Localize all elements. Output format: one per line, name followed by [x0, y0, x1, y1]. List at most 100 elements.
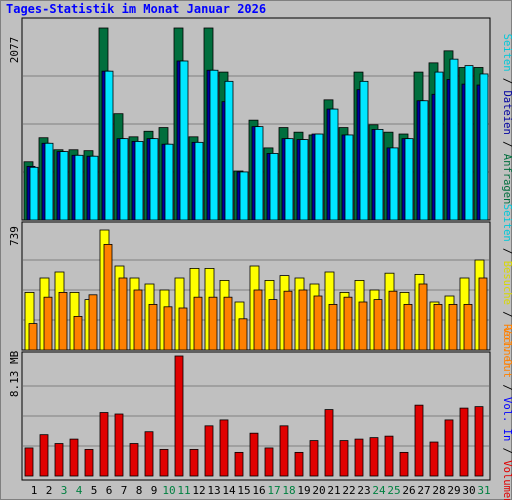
bar-rechner-day-2 — [43, 296, 53, 351]
bar-rechner-day-30 — [463, 303, 473, 351]
legend-separator: / — [501, 305, 512, 324]
bar-seiten-day-17 — [269, 153, 279, 221]
day-label-15: 15 — [237, 484, 250, 497]
day-label-31: 31 — [477, 484, 490, 497]
day-label-21: 21 — [327, 484, 340, 497]
bar-seiten-day-1 — [29, 166, 39, 221]
legend-item-vol-out: Vol. Out — [501, 327, 512, 378]
bar-rechner-day-7 — [118, 277, 128, 351]
bar-volumen-day-9 — [144, 431, 154, 477]
day-label-8: 8 — [136, 484, 143, 497]
day-label-24: 24 — [372, 484, 386, 497]
day-label-25: 25 — [387, 484, 400, 497]
bar-rechner-day-31 — [478, 277, 488, 351]
bar-volumen-day-21 — [324, 409, 334, 477]
bar-seiten-day-30 — [464, 65, 474, 221]
day-label-22: 22 — [342, 484, 355, 497]
bar-rechner-day-23 — [358, 301, 368, 351]
bar-seiten-day-13 — [209, 69, 219, 221]
day-label-14: 14 — [222, 484, 236, 497]
bar-seiten-day-4 — [74, 154, 84, 221]
hits-axis-max-label: 2077 — [8, 37, 21, 64]
bar-seiten-day-25 — [389, 147, 399, 221]
bar-volumen-day-4 — [69, 438, 79, 477]
bar-rechner-day-20 — [313, 295, 323, 351]
bar-volumen-day-28 — [429, 441, 439, 477]
bar-rechner-day-1 — [28, 323, 38, 351]
day-label-2: 2 — [46, 484, 53, 497]
day-label-9: 9 — [151, 484, 158, 497]
bar-volumen-day-19 — [294, 451, 304, 477]
bar-seiten-day-29 — [449, 58, 459, 221]
day-label-18: 18 — [282, 484, 295, 497]
bar-volumen-day-18 — [279, 425, 289, 477]
bar-rechner-day-12 — [193, 296, 203, 351]
bar-seiten-day-8 — [134, 141, 144, 221]
bar-seiten-day-24 — [374, 129, 384, 221]
legend-separator: / — [501, 378, 512, 397]
day-label-19: 19 — [297, 484, 310, 497]
bar-seiten-day-15 — [239, 171, 249, 221]
bar-seiten-day-9 — [149, 138, 159, 221]
legend-item-besuche: Besuche — [501, 261, 512, 305]
bar-rechner-day-17 — [268, 299, 278, 351]
bar-rechner-day-6 — [103, 243, 113, 351]
day-label-6: 6 — [106, 484, 113, 497]
bar-rechner-day-15 — [238, 318, 248, 351]
bar-rechner-day-25 — [388, 290, 398, 351]
legend-item-dateien: Dateien — [501, 91, 512, 135]
bar-volumen-day-26 — [399, 451, 409, 477]
bar-rechner-day-21 — [328, 303, 338, 351]
day-label-23: 23 — [357, 484, 370, 497]
bar-seiten-day-20 — [314, 133, 324, 221]
bar-volumen-day-3 — [54, 443, 64, 477]
day-label-30: 30 — [462, 484, 475, 497]
legend-item-seiten: Seiten — [501, 204, 512, 242]
bar-rechner-day-29 — [448, 303, 458, 351]
bar-seiten-day-28 — [434, 71, 444, 221]
bar-seiten-day-19 — [299, 139, 309, 221]
bar-rechner-day-22 — [343, 296, 353, 351]
bar-seiten-day-14 — [224, 80, 234, 221]
bar-rechner-day-8 — [133, 289, 143, 351]
bar-volumen-day-14 — [219, 419, 229, 477]
bar-seiten-day-26 — [404, 138, 414, 221]
legend-separator: / — [501, 135, 512, 154]
bar-volumen-day-2 — [39, 434, 49, 477]
bar-volumen-day-1 — [24, 447, 34, 477]
bar-rechner-day-16 — [253, 289, 263, 351]
legend-separator: / — [501, 242, 512, 261]
bar-rechner-day-24 — [373, 299, 383, 351]
bar-seiten-day-31 — [479, 73, 489, 221]
bar-rechner-day-13 — [208, 296, 218, 351]
legend-item-seiten: Seiten — [501, 34, 512, 72]
bar-rechner-day-26 — [403, 303, 413, 351]
bar-rechner-day-9 — [148, 303, 158, 351]
legend-item-rechner: Rechner — [501, 324, 512, 368]
day-label-13: 13 — [207, 484, 220, 497]
legend-item-vol-in: Vol. In — [501, 397, 512, 441]
day-label-26: 26 — [402, 484, 415, 497]
bar-volumen-day-12 — [189, 449, 199, 477]
bar-rechner-day-27 — [418, 283, 428, 351]
bar-seiten-day-27 — [419, 100, 429, 221]
bar-seiten-day-3 — [59, 151, 69, 221]
bar-volumen-day-10 — [159, 449, 169, 477]
volume-axis-max-label: 8.13 MB — [8, 350, 21, 397]
bar-seiten-day-2 — [44, 142, 54, 221]
visits-legend: Seiten / Besuche / Rechner — [501, 204, 512, 368]
bar-volumen-day-11 — [174, 355, 184, 477]
bar-volumen-day-7 — [114, 413, 124, 477]
day-label-27: 27 — [417, 484, 430, 497]
chart-title: Tages-Statistik im Monat Januar 2026 — [6, 2, 267, 16]
day-label-12: 12 — [192, 484, 205, 497]
day-label-1: 1 — [31, 484, 38, 497]
bar-seiten-day-16 — [254, 126, 264, 221]
day-label-16: 16 — [252, 484, 265, 497]
bar-rechner-day-11 — [178, 307, 188, 351]
bar-rechner-day-5 — [88, 294, 98, 351]
bar-volumen-day-31 — [474, 406, 484, 477]
day-label-20: 20 — [312, 484, 325, 497]
bar-rechner-day-10 — [163, 306, 173, 351]
